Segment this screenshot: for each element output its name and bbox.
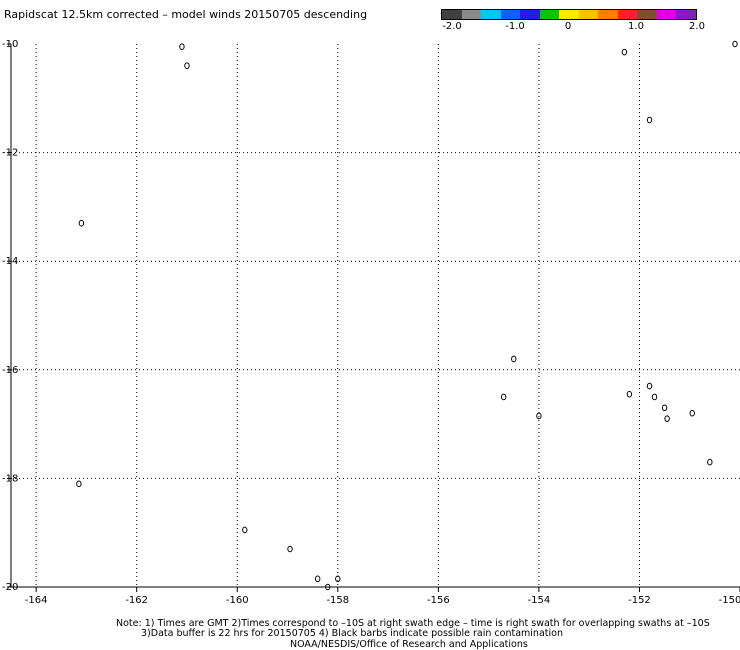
grid-lines xyxy=(7,43,740,592)
lat-tick-label: -10 xyxy=(2,39,18,50)
lat-tick-label: -16 xyxy=(2,365,18,376)
island-outline xyxy=(287,545,293,553)
islands xyxy=(76,40,738,591)
island-outline xyxy=(501,393,507,401)
lat-tick-label: -18 xyxy=(2,473,18,484)
lat-tick-label: -12 xyxy=(2,148,18,159)
longitude-tick-labels: -164 -162 -160 -158 -156 -154 -152 -150 xyxy=(25,595,740,606)
colorbar-segment xyxy=(500,10,521,19)
lon-tick-label: -162 xyxy=(125,595,148,606)
island-outline xyxy=(664,415,670,422)
island-outline xyxy=(646,382,653,390)
island-outline xyxy=(314,575,321,583)
lon-tick-label: -152 xyxy=(628,595,651,606)
island-outline xyxy=(646,116,653,124)
island-outline xyxy=(335,575,341,583)
colorbar-segment xyxy=(578,10,599,19)
island-outline xyxy=(511,355,517,363)
island-outline xyxy=(689,409,695,417)
colorbar-label: 2.0 xyxy=(689,21,705,32)
footer-note-line-1: Note: 1) Times are GMT 2)Times correspon… xyxy=(116,618,710,629)
island-outline xyxy=(621,48,628,56)
island-outline xyxy=(707,458,713,466)
lat-tick-label: -14 xyxy=(2,256,18,267)
lon-tick-label: -150 xyxy=(719,595,740,606)
map-title: Rapidscat 12.5km corrected – model winds… xyxy=(4,8,368,21)
island-outline xyxy=(184,62,190,70)
colorbar-label: -1.0 xyxy=(505,21,525,32)
colorbar-label: -2.0 xyxy=(442,21,462,32)
island-outline xyxy=(661,404,668,412)
island-outline xyxy=(78,219,85,227)
lon-tick-label: -156 xyxy=(427,595,450,606)
colorbar-labels: -2.0 -1.0 0 1.0 2.0 xyxy=(0,21,740,33)
island-outline xyxy=(76,480,82,488)
island-outline xyxy=(651,393,658,401)
island-outline xyxy=(732,40,738,48)
colorbar-segment xyxy=(539,10,560,19)
colorbar-segment xyxy=(442,10,462,19)
lon-tick-label: -158 xyxy=(326,595,349,606)
footer-credit: NOAA/NESDIS/Office of Research and Appli… xyxy=(290,639,528,650)
lon-tick-label: -164 xyxy=(25,595,48,606)
colorbar-segment xyxy=(559,10,579,19)
colorbar-segment xyxy=(656,10,677,19)
island-outline xyxy=(536,412,542,420)
colorbar-segment xyxy=(637,10,657,19)
lon-tick-label: -154 xyxy=(528,595,551,606)
map-plot: -164 -162 -160 -158 -156 -154 -152 -150 -10-12-… xyxy=(2,39,740,606)
colorbar-label: 0 xyxy=(564,21,572,32)
colorbar-segment xyxy=(520,10,540,19)
island-outline xyxy=(179,43,185,51)
lon-tick-label: -160 xyxy=(226,595,249,606)
island-outline xyxy=(626,390,633,398)
colorbar-segment xyxy=(481,10,501,19)
colorbar xyxy=(441,9,697,20)
colorbar-segment xyxy=(617,10,638,19)
colorbar-label: 1.0 xyxy=(628,21,644,32)
lat-tick-label: -20 xyxy=(2,582,18,593)
latitude-tick-labels: -10 -12 -14 -16 -18 -20 xyxy=(2,39,18,593)
footer-note-line-2: 3)Data buffer is 22 hrs for 20150705 4) … xyxy=(141,628,563,639)
colorbar-segment xyxy=(598,10,618,19)
colorbar-segment xyxy=(461,10,482,19)
colorbar-segment xyxy=(676,10,696,19)
island-outline xyxy=(242,526,248,534)
